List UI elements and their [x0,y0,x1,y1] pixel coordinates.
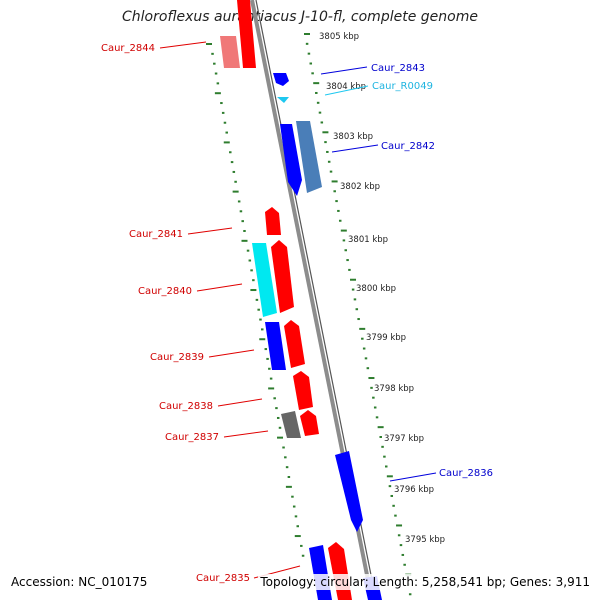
gene-caur-2840[interactable] [271,240,294,313]
gene-caur-2836[interactable] [335,451,363,532]
map-title: Chloroflexus aurantiacus J-10-fl, comple… [122,9,478,25]
kbp-label: 3798 kbp [374,384,414,394]
gene-caur-r0049[interactable] [277,97,289,103]
label-caur-2840[interactable]: Caur_2840 [138,286,192,297]
gene-caur-2840-cyan[interactable] [252,243,277,317]
gene-caur-2841[interactable] [265,207,281,235]
label-caur-2836[interactable]: Caur_2836 [439,468,493,479]
label-caur-2843[interactable]: Caur_2843 [371,63,425,74]
kbp-label: 3795 kbp [405,535,445,545]
label-caur-2842[interactable]: Caur_2842 [381,141,435,152]
label-caur-2838[interactable]: Caur_2838 [159,401,213,412]
gene-caur-2844-pale[interactable] [220,36,240,68]
accession-text: Accession: NC_010175 [9,574,150,590]
label-caur-2844[interactable]: Caur_2844 [101,43,155,54]
kbp-label: 3796 kbp [394,485,434,495]
gene-caur-2835[interactable] [328,542,352,600]
scale-ticks [206,33,412,596]
gene-caur-2842-steel[interactable] [296,121,322,193]
kbp-label: 3803 kbp [333,132,373,142]
gene-caur-2838[interactable] [293,371,313,410]
label-caur-2841[interactable]: Caur_2841 [129,229,183,240]
gene-caur-2837[interactable] [300,410,319,436]
gene-caur-2844[interactable] [237,0,256,68]
kbp-label: 3805 kbp [319,32,359,42]
kbp-label: 3804 kbp [326,82,366,92]
kbp-label: 3799 kbp [366,333,406,343]
kbp-label: 3797 kbp [384,434,424,444]
kbp-label: 3800 kbp [356,284,396,294]
label-caur-2839[interactable]: Caur_2839 [150,352,204,363]
gene-caur-2842[interactable] [280,124,302,196]
gene-caur-2835-blue[interactable] [309,545,332,600]
gene-caur-2839-blue[interactable] [265,322,286,370]
kbp-labels: 3805 kbp 3804 kbp 3803 kbp 3802 kbp 3801… [319,32,445,545]
label-caur-r0049[interactable]: Caur_R0049 [372,81,433,92]
label-caur-2835[interactable]: Caur_2835 [196,573,250,584]
label-caur-2837[interactable]: Caur_2837 [165,432,219,443]
gene-caur-2837-grey[interactable] [281,411,301,438]
gene-caur-2839[interactable] [284,320,305,368]
kbp-label: 3802 kbp [340,182,380,192]
gene-labels: Caur_2844 Caur_2843 Caur_R0049 Caur_2842… [101,41,493,584]
kbp-label: 3801 kbp [348,235,388,245]
topology-text: Topology: circular; Length: 5,258,541 bp… [258,574,592,590]
gene-caur-2843[interactable] [273,73,289,86]
